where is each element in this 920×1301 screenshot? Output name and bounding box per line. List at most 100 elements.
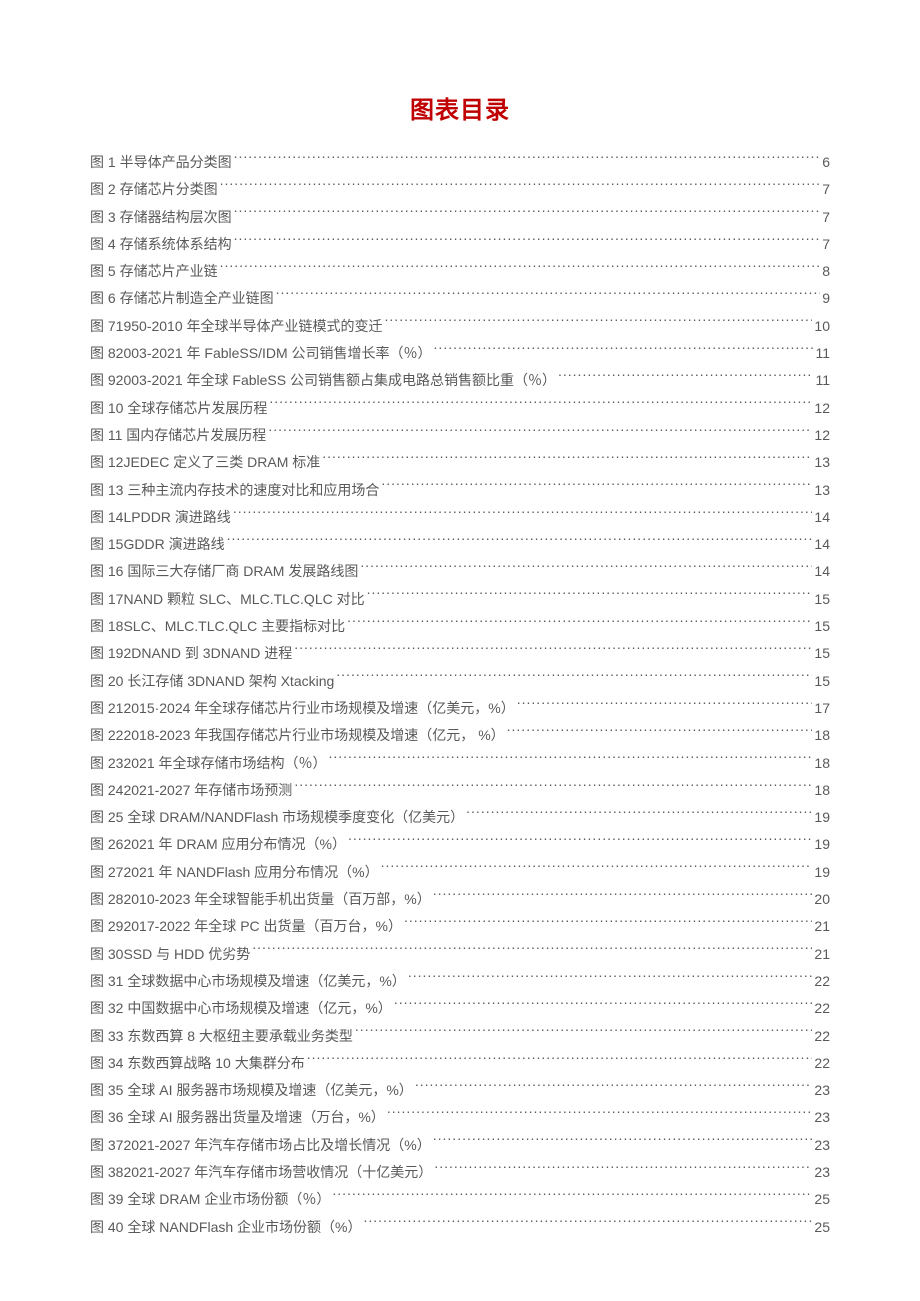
toc-leader-dots (234, 153, 821, 167)
toc-leader-dots (269, 399, 812, 413)
toc-entry-page: 19 (814, 831, 830, 858)
toc-leader-dots (355, 1027, 813, 1041)
toc-leader-dots (387, 1108, 813, 1122)
toc-leader-dots (404, 917, 812, 931)
toc-entry-label: 图 34 东数西算战略 10 大集群分布 (90, 1050, 305, 1077)
toc-entry-label: 图 232021 年全球存储市场结构（％） (90, 750, 327, 777)
toc-entry-label: 图 92003-2021 年全球 FableSS 公司销售额占集成电路总销售额比… (90, 367, 556, 394)
toc-entry-page: 13 (814, 477, 830, 504)
toc-leader-dots (233, 508, 813, 522)
toc-entry-label: 图 39 全球 DRAM 企业市场份额（％） (90, 1186, 330, 1213)
toc-entry-label: 图 31 全球数据中心市场规模及增速（亿美元，%） (90, 968, 406, 995)
toc-leader-dots (348, 835, 812, 849)
toc-leader-dots (294, 644, 812, 658)
toc-leader-dots (307, 1054, 813, 1068)
toc-entry: 图 10 全球存储芯片发展历程 12 (90, 395, 830, 422)
toc-entry-page: 14 (814, 531, 830, 558)
toc-entry-page: 25 (814, 1186, 830, 1213)
toc-leader-dots (385, 317, 813, 331)
toc-entry-page: 13 (814, 449, 830, 476)
toc-entry: 图 11 国内存储芯片发展历程 12 (90, 422, 830, 449)
toc-entry: 图 25 全球 DRAM/NANDFlash 市场规模季度变化（亿美元）19 (90, 804, 830, 831)
toc-leader-dots (517, 699, 813, 713)
toc-entry-page: 12 (814, 395, 830, 422)
toc-entry-label: 图 36 全球 AI 服务器出货量及增速（万台，%） (90, 1104, 385, 1131)
toc-leader-dots (347, 617, 812, 631)
toc-leader-dots (363, 1218, 812, 1232)
toc-entry: 图 242021-2027 年存储市场预测18 (90, 777, 830, 804)
toc-entry: 图 222018-2023 年我国存储芯片行业市场规模及增速（亿元， %）18 (90, 722, 830, 749)
toc-leader-dots (434, 1163, 812, 1177)
toc-entry: 图 212015·2024 年全球存储芯片行业市场规模及增速（亿美元，%）17 (90, 695, 830, 722)
toc-entry: 图 17NAND 颗粒 SLC、MLC.TLC.QLC 对比15 (90, 586, 830, 613)
toc-entry: 图 15GDDR 演进路线 14 (90, 531, 830, 558)
toc-entry-label: 图 6 存储芯片制造全产业链图 (90, 285, 274, 312)
toc-entry: 图 35 全球 AI 服务器市场规模及增速（亿美元，%）23 (90, 1077, 830, 1104)
toc-entry: 图 282010-2023 年全球智能手机出货量（百万部，%）20 (90, 886, 830, 913)
toc-leader-dots (394, 999, 813, 1013)
toc-entry: 图 262021 年 DRAM 应用分布情况（%） 19 (90, 831, 830, 858)
toc-leader-dots (381, 863, 813, 877)
toc-leader-dots (433, 890, 813, 904)
toc-leader-dots (408, 972, 813, 986)
toc-entry-page: 15 (814, 640, 830, 667)
toc-entry: 图 92003-2021 年全球 FableSS 公司销售额占集成电路总销售额比… (90, 367, 830, 394)
toc-entry-label: 图 18SLC、MLC.TLC.QLC 主要指标对比 (90, 613, 345, 640)
toc-title: 图表目录 (90, 90, 830, 125)
toc-entry-label: 图 15GDDR 演进路线 (90, 531, 225, 558)
toc-entry-label: 图 222018-2023 年我国存储芯片行业市场规模及增速（亿元， %） (90, 722, 505, 749)
toc-leader-dots (558, 371, 813, 385)
toc-entry: 图 4 存储系统体系结构 7 (90, 231, 830, 258)
toc-entry: 图 13 三种主流内存技术的速度对比和应用场合13 (90, 477, 830, 504)
toc-entry-label: 图 5 存储芯片产业链 (90, 258, 218, 285)
toc-entry: 图 16 国际三大存储厂商 DRAM 发展路线图14 (90, 558, 830, 585)
toc-entry-page: 22 (814, 995, 830, 1022)
toc-entry: 图 39 全球 DRAM 企业市场份额（％） 25 (90, 1186, 830, 1213)
toc-entry: 图 82003-2021 年 FableSS/IDM 公司销售增长率（％）11 (90, 340, 830, 367)
toc-entry-page: 12 (814, 422, 830, 449)
toc-leader-dots (322, 453, 812, 467)
toc-entry: 图 192DNAND 到 3DNAND 进程15 (90, 640, 830, 667)
toc-entry-page: 22 (814, 968, 830, 995)
toc-leader-dots (381, 481, 812, 495)
toc-entry-label: 图 262021 年 DRAM 应用分布情况（%） (90, 831, 346, 858)
toc-entry-label: 图 382021-2027 年汽车存储市场营收情况（十亿美元） (90, 1159, 432, 1186)
toc-entry-label: 图 71950-2010 年全球半导体产业链模式的变迁 (90, 313, 383, 340)
toc-entry: 图 372021-2027 年汽车存储市场占比及增长情况（%）23 (90, 1132, 830, 1159)
toc-entry-page: 21 (814, 913, 830, 940)
toc-entry-label: 图 20 长江存储 3DNAND 架构 Xtacking (90, 668, 334, 695)
toc-entry-page: 23 (814, 1104, 830, 1131)
toc-entry-page: 6 (822, 149, 830, 176)
toc-entry-page: 11 (815, 340, 830, 367)
toc-leader-dots (220, 180, 821, 194)
toc-entry: 图 33 东数西算 8 大枢纽主要承载业务类型22 (90, 1023, 830, 1050)
toc-entry-label: 图 32 中国数据中心市场规模及增速（亿元，%） (90, 995, 392, 1022)
toc-entry-page: 18 (814, 777, 830, 804)
toc-entry-page: 14 (814, 504, 830, 531)
toc-leader-dots (332, 1190, 812, 1204)
toc-entry: 图 12JEDEC 定义了三类 DRAM 标准13 (90, 449, 830, 476)
toc-entry: 图 14LPDDR 演进路线14 (90, 504, 830, 531)
toc-leader-dots (220, 262, 821, 276)
toc-entry-label: 图 10 全球存储芯片发展历程 (90, 395, 267, 422)
toc-entry-label: 图 2 存储芯片分类图 (90, 176, 218, 203)
toc-entry-page: 7 (822, 204, 830, 231)
toc-entry-label: 图 4 存储系统体系结构 (90, 231, 232, 258)
toc-entry-label: 图 212015·2024 年全球存储芯片行业市场规模及增速（亿美元，%） (90, 695, 515, 722)
toc-entry-page: 19 (814, 804, 830, 831)
toc-entry-page: 21 (814, 941, 830, 968)
toc-entry-label: 图 11 国内存储芯片发展历程 (90, 422, 266, 449)
toc-entry-page: 23 (814, 1132, 830, 1159)
toc-entry-page: 15 (814, 668, 830, 695)
toc-leader-dots (433, 1136, 813, 1150)
toc-entry-label: 图 292017-2022 年全球 PC 出货量（百万台，%） (90, 913, 402, 940)
toc-entry: 图 40 全球 NANDFlash 企业市场份额（%）25 (90, 1214, 830, 1241)
toc-entry: 图 3 存储器结构层次图7 (90, 204, 830, 231)
toc-entry: 图 32 中国数据中心市场规模及增速（亿元，%） 22 (90, 995, 830, 1022)
toc-entry-page: 7 (822, 231, 830, 258)
toc-entry-page: 22 (814, 1050, 830, 1077)
toc-entry: 图 20 长江存储 3DNAND 架构 Xtacking 15 (90, 668, 830, 695)
toc-leader-dots (466, 808, 812, 822)
toc-entry: 图 30SSD 与 HDD 优劣势21 (90, 941, 830, 968)
toc-leader-dots (234, 235, 821, 249)
